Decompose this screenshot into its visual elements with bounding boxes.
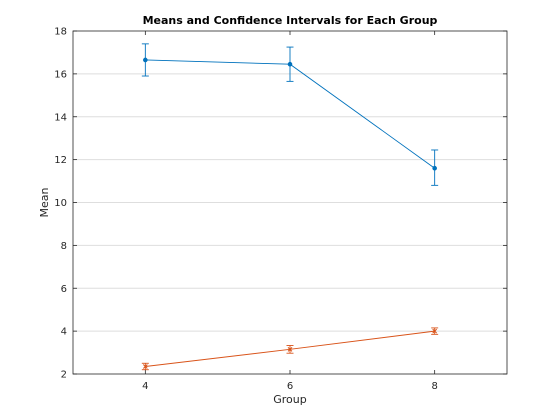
data-point bbox=[432, 165, 437, 171]
data-point bbox=[142, 364, 148, 369]
series-1 bbox=[141, 43, 439, 186]
series-layer bbox=[141, 43, 439, 371]
x-tick-label: 4 bbox=[142, 381, 148, 392]
x-tick-label: 6 bbox=[287, 381, 293, 392]
y-tick-label: 4 bbox=[61, 327, 67, 338]
data-point bbox=[287, 346, 293, 352]
data-point bbox=[287, 61, 293, 67]
y-tick-label: 16 bbox=[54, 69, 67, 80]
y-axis-label: Mean bbox=[38, 187, 51, 217]
y-tick-label: 12 bbox=[54, 155, 67, 166]
y-tick-label: 10 bbox=[54, 198, 67, 209]
y-tick-label: 8 bbox=[61, 241, 67, 252]
data-point bbox=[143, 57, 148, 63]
tick-layer: 2 4 6 8 10 12 14 16 18 4 6 8 bbox=[54, 27, 507, 392]
chart-title: Means and Confidence Intervals for Each … bbox=[143, 14, 438, 27]
x-tick-label: 8 bbox=[431, 381, 437, 392]
series-2 bbox=[141, 327, 439, 371]
y-tick-label: 14 bbox=[54, 112, 67, 123]
data-point-stroke bbox=[432, 328, 438, 334]
y-tick-label: 2 bbox=[61, 370, 67, 381]
data-point-stroke bbox=[142, 364, 148, 369]
data-point bbox=[432, 328, 438, 334]
y-tick-label: 18 bbox=[54, 27, 67, 38]
data-point-stroke bbox=[287, 346, 293, 352]
y-tick-label: 6 bbox=[61, 284, 67, 295]
x-axis-label: Group bbox=[273, 393, 307, 406]
